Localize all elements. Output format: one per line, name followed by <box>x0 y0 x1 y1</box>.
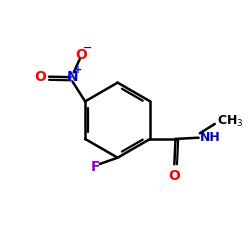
Text: O: O <box>34 70 46 84</box>
Text: F: F <box>90 160 100 174</box>
Text: +: + <box>74 65 82 75</box>
Text: O: O <box>168 169 180 183</box>
Text: N: N <box>67 70 78 84</box>
Text: CH$_3$: CH$_3$ <box>217 114 244 129</box>
Text: −: − <box>83 43 92 53</box>
Text: NH: NH <box>200 131 220 144</box>
Text: O: O <box>75 48 87 62</box>
